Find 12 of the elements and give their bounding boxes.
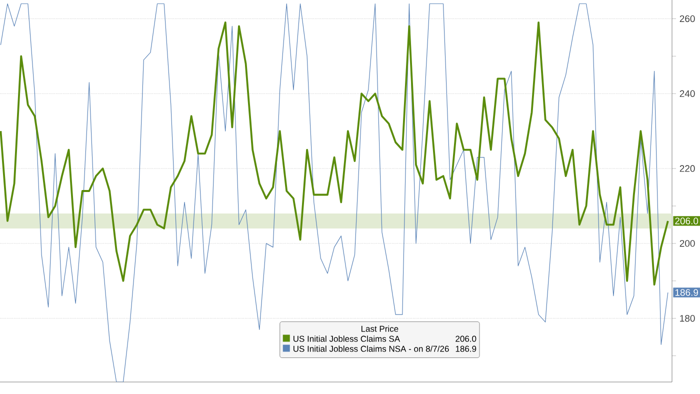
y-tick-label: 260: [680, 15, 695, 22]
y-tick-label: 240: [680, 90, 695, 97]
data-label: 186.9: [675, 289, 698, 296]
data-label: 206.0: [675, 218, 698, 224]
legend-label: US Initial Jobless Claims SA: [294, 336, 400, 342]
text: 186.9: [456, 346, 476, 352]
y-tick-label: 200: [680, 240, 695, 247]
legend-label: US Initial Jobless Claims NSA - on 8/7/26: [294, 346, 449, 352]
legend-title: Last Price: [361, 326, 398, 332]
text: 206.0: [456, 336, 476, 342]
y-tick-label: 180: [680, 314, 695, 322]
y-tick-label: 220: [680, 165, 695, 172]
